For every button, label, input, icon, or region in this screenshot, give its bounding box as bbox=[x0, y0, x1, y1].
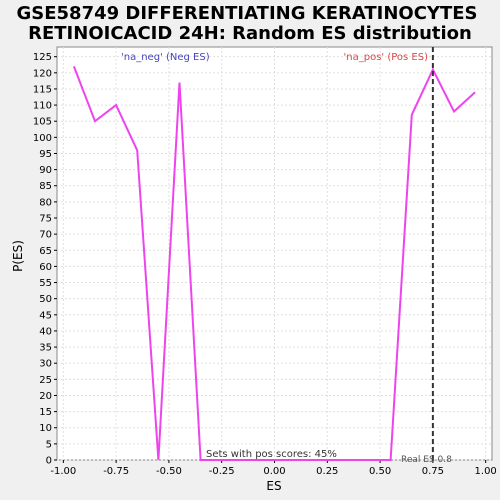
y-tick-label: 120 bbox=[33, 68, 52, 79]
x-tick-label: 1.00 bbox=[475, 466, 497, 477]
y-tick-label: 5 bbox=[46, 439, 52, 450]
y-tick-label: 60 bbox=[39, 262, 52, 273]
series-line bbox=[72, 66, 476, 461]
x-tick-label: 0.25 bbox=[316, 466, 338, 477]
series-layer bbox=[72, 66, 476, 461]
y-tick-label: 0 bbox=[46, 456, 52, 467]
y-tick-label: 20 bbox=[39, 391, 52, 402]
x-tick-label: -0.50 bbox=[156, 466, 182, 477]
y-axis-label: P(ES) bbox=[11, 240, 25, 272]
x-tick-label: -0.75 bbox=[103, 466, 129, 477]
y-tick-label: 70 bbox=[39, 230, 52, 241]
y-tick-label: 90 bbox=[39, 165, 52, 176]
y-tick-label: 85 bbox=[39, 181, 52, 192]
y-tick-label: 125 bbox=[33, 52, 52, 63]
y-tick-label: 15 bbox=[39, 407, 52, 418]
y-tick-label: 100 bbox=[33, 133, 52, 144]
y-tick-label: 80 bbox=[39, 197, 52, 208]
grid bbox=[57, 47, 492, 461]
x-tick-label: -1.00 bbox=[50, 466, 76, 477]
y-tick-label: 75 bbox=[39, 214, 52, 225]
y-tick-label: 10 bbox=[39, 423, 52, 434]
y-tick-label: 45 bbox=[39, 310, 52, 321]
real-es-label: Real ES 0.8 bbox=[401, 455, 452, 465]
chart-title-line1: GSE58749 DIFFERENTIATING KERATINOCYTES bbox=[16, 3, 477, 24]
y-tick-label: 55 bbox=[39, 278, 52, 289]
x-axis-label: ES bbox=[266, 479, 281, 493]
y-tick-label: 40 bbox=[39, 326, 52, 337]
y-tick-label: 65 bbox=[39, 246, 52, 257]
pos-es-label: 'na_pos' (Pos ES) bbox=[344, 52, 429, 63]
x-tick-label: -0.25 bbox=[209, 466, 235, 477]
y-tick-label: 35 bbox=[39, 343, 52, 354]
x-tick-label: 0.00 bbox=[263, 466, 285, 477]
x-axis: -1.00 -0.75 -0.50 -0.25 0.00 0.25 0.50 0.75 1.00 bbox=[50, 460, 497, 477]
y-tick-label: 50 bbox=[39, 294, 52, 305]
x-tick-label: 0.50 bbox=[369, 466, 391, 477]
y-tick-label: 30 bbox=[39, 359, 52, 370]
chart-title-line2: RETINOICACID 24H: Random ES distribution bbox=[28, 23, 472, 44]
x-tick-label: 0.75 bbox=[422, 466, 444, 477]
y-tick-label: 110 bbox=[33, 101, 52, 112]
y-tick-label: 105 bbox=[33, 117, 52, 128]
y-tick-label: 95 bbox=[39, 149, 52, 160]
neg-es-label: 'na_neg' (Neg ES) bbox=[121, 52, 210, 63]
y-tick-label: 115 bbox=[33, 84, 52, 95]
y-tick-label: 25 bbox=[39, 375, 52, 386]
pos-scores-label: Sets with pos scores: 45% bbox=[206, 449, 337, 460]
y-axis: 0 5 10 15 20 25 30 35 40 45 50 55 60 65 70 75 80 85 90 95 10… bbox=[33, 52, 57, 467]
